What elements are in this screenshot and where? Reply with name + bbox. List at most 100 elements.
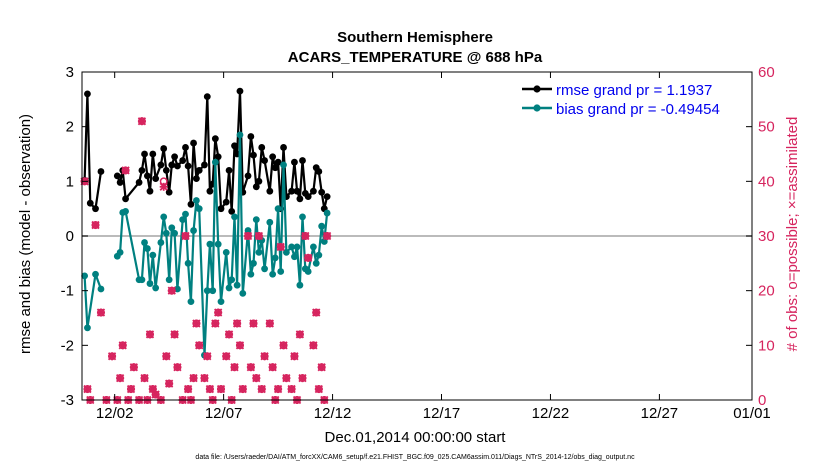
- rmse-point: [274, 158, 282, 166]
- rmse-point: [211, 135, 219, 143]
- x-tick-label: 12/07: [205, 405, 243, 422]
- rmse-point: [97, 168, 105, 175]
- obs-assimilated-point: [173, 363, 182, 372]
- bias-point: [84, 324, 91, 332]
- rmse-point: [261, 157, 268, 164]
- y-right-tick-label: 40: [758, 173, 775, 190]
- rmse-point: [269, 153, 277, 161]
- rmse-point: [296, 195, 304, 203]
- x-tick-label: 12/27: [641, 405, 679, 422]
- y-right-tick-label: 20: [758, 283, 775, 300]
- y-axis-left-label: rmse and bias (model - observation): [17, 114, 34, 354]
- chart-title-line2: ACARS_TEMPERATURE @ 688 hPa: [288, 49, 543, 66]
- bias-point: [187, 298, 195, 305]
- bias-point: [250, 259, 257, 267]
- legend: rmse grand pr = 1.1937 bias grand pr = -…: [518, 78, 750, 122]
- bias-point: [239, 290, 247, 297]
- bias-point: [138, 276, 146, 284]
- bias-point: [247, 270, 255, 278]
- bias-point: [206, 240, 214, 248]
- rmse-point: [318, 188, 326, 196]
- rmse-line: [83, 92, 103, 210]
- rmse-point: [236, 87, 244, 95]
- obs-assimilated-point: [304, 253, 313, 263]
- obs-assimilated-point: [309, 341, 318, 350]
- rmse-point: [206, 187, 214, 195]
- obs-assimilated-point: [298, 373, 307, 383]
- rmse-point: [192, 175, 200, 183]
- rmse-point: [187, 200, 195, 208]
- rmse-point: [138, 167, 146, 174]
- chart-title-line1: Southern Hemisphere: [337, 29, 493, 46]
- rmse-point: [214, 153, 222, 161]
- obs-assimilated-point: [276, 242, 285, 252]
- obs-assimilated-point: [249, 319, 258, 328]
- bias-point: [160, 213, 168, 221]
- rmse-point: [299, 157, 306, 164]
- obs-assimilated-point: [167, 286, 176, 295]
- bias-point: [116, 249, 124, 256]
- y-left-tick-label: 2: [66, 119, 74, 136]
- bias-point: [293, 243, 301, 251]
- obs-assimilated-point: [243, 231, 253, 241]
- y-left-tick-label: 3: [66, 64, 74, 81]
- rmse-point: [141, 150, 148, 158]
- bias-point: [162, 229, 170, 237]
- rmse-point: [217, 205, 225, 213]
- bias-point: [233, 281, 241, 289]
- obs-assimilated-point: [129, 363, 138, 372]
- rmse-point: [304, 193, 312, 201]
- obs-assimilated-point: [140, 373, 149, 383]
- bias-point: [182, 210, 189, 218]
- bias-point: [122, 208, 129, 215]
- bias-point: [195, 205, 203, 213]
- bias-point: [323, 209, 331, 217]
- bias-point: [222, 249, 230, 256]
- obs-assimilated-point: [268, 363, 277, 372]
- obs-assimilated-point: [200, 373, 209, 383]
- obs-assimilated-point: [322, 231, 332, 241]
- obs-assimilated-point: [91, 220, 100, 230]
- legend-bias-marker: [533, 104, 541, 112]
- obs-assimilated-point: [195, 341, 204, 350]
- obs-assimilated-point: [224, 330, 234, 339]
- obs-assimilated-point: [211, 319, 220, 328]
- bias-point: [280, 161, 287, 169]
- rmse-point: [179, 157, 187, 164]
- obs-assimilated-point: [214, 308, 223, 317]
- bias-point: [236, 131, 244, 139]
- bias-point: [312, 259, 320, 267]
- obs-assimilated-point: [83, 384, 92, 394]
- bias-point: [81, 272, 89, 280]
- rmse-point: [116, 179, 124, 186]
- obs-assimilated-point: [96, 308, 106, 317]
- rmse-point: [222, 198, 230, 206]
- rmse-point: [92, 205, 99, 213]
- x-axis-label: Dec.01,2014 00:00:00 start: [325, 429, 507, 446]
- bias-point: [309, 243, 317, 251]
- rmse-point: [203, 93, 211, 100]
- obs-assimilated-point: [312, 308, 321, 317]
- rmse-point: [160, 145, 168, 152]
- legend-bias-label: bias grand pr = -0.49454: [556, 101, 720, 118]
- obs-assimilated-point: [230, 363, 239, 372]
- bias-point: [165, 276, 173, 284]
- bias-point: [168, 224, 176, 232]
- rmse-point: [171, 153, 179, 161]
- rmse-point: [288, 187, 296, 195]
- obs-assimilated-point: [295, 330, 305, 339]
- obs-assimilated-point: [282, 373, 291, 383]
- obs-assimilated-point: [290, 352, 299, 361]
- obs-assimilated-point: [287, 384, 296, 394]
- rmse-point: [309, 187, 317, 195]
- obs-assimilated-point: [205, 384, 215, 394]
- bias-point: [209, 287, 217, 295]
- bias-point: [92, 270, 99, 278]
- rmse-point: [122, 195, 129, 203]
- rmse-point: [113, 172, 121, 180]
- bias-point: [217, 298, 225, 305]
- bias-point: [266, 218, 274, 226]
- x-tick-label: 12/17: [423, 405, 461, 422]
- rmse-point: [182, 144, 189, 151]
